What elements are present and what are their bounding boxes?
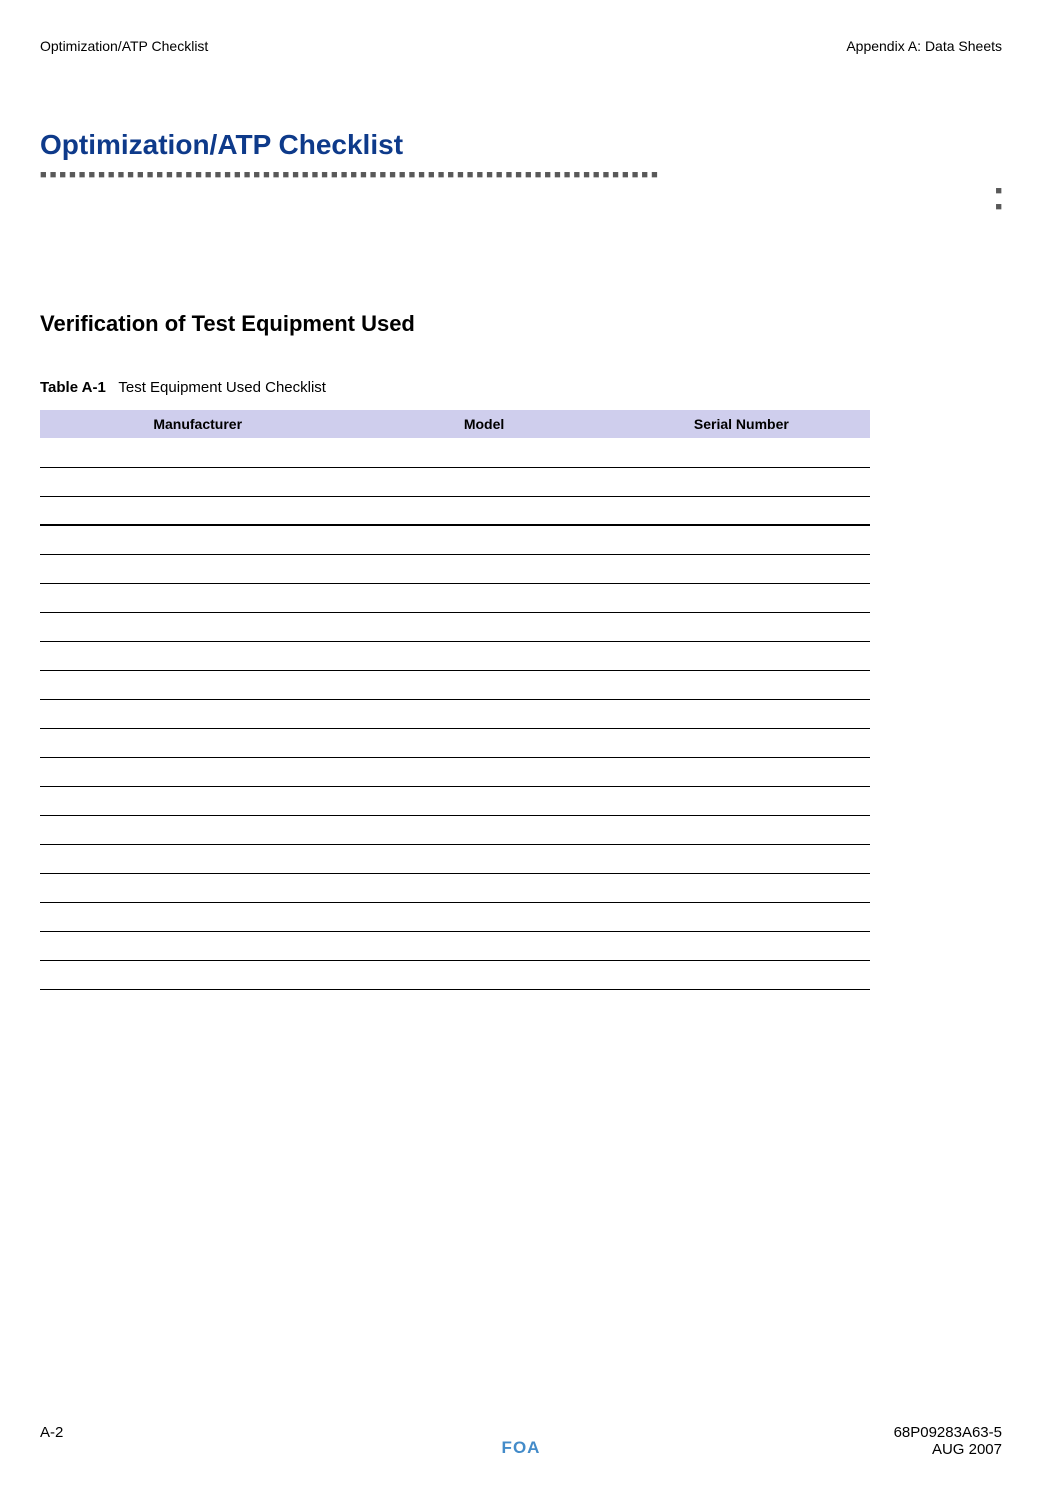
table-row (40, 467, 870, 496)
table-body (40, 438, 870, 989)
footer-page-number: A-2 (40, 1424, 63, 1441)
section-title: Verification of Test Equipment Used (40, 311, 1002, 337)
col-header-serial: Serial Number (613, 410, 870, 438)
table-row (40, 583, 870, 612)
header-left: Optimization/ATP Checklist (40, 38, 208, 54)
table-row (40, 844, 870, 873)
table-caption-label: Table A-1 (40, 379, 106, 396)
dot-row-1: ■ ■ ■ ■ ■ ■ ■ ■ ■ ■ ■ ■ ■ ■ ■ ■ ■ ■ ■ ■ … (40, 169, 1002, 181)
table-row (40, 815, 870, 844)
footer-row-2: FOA AUG 2007 (40, 1441, 1002, 1458)
table-header-row: Manufacturer Model Serial Number (40, 410, 870, 438)
footer-center-mark: FOA (502, 1438, 541, 1458)
table-row (40, 786, 870, 815)
main-title: Optimization/ATP Checklist (40, 129, 1002, 161)
dotted-separator: ■ ■ ■ ■ ■ ■ ■ ■ ■ ■ ■ ■ ■ ■ ■ ■ ■ ■ ■ ■ … (40, 169, 1002, 211)
table-row (40, 641, 870, 670)
table-caption: Table A-1 Test Equipment Used Checklist (40, 379, 1002, 396)
table-row (40, 699, 870, 728)
table-row (40, 670, 870, 699)
checklist-table: Manufacturer Model Serial Number (40, 410, 870, 990)
dot-end-1: ■ (995, 185, 1002, 197)
table-row (40, 931, 870, 960)
table-caption-text: Test Equipment Used Checklist (118, 379, 326, 396)
col-header-model: Model (355, 410, 612, 438)
footer-date: AUG 2007 (932, 1441, 1002, 1458)
table-row (40, 902, 870, 931)
table-row (40, 496, 870, 525)
header-right: Appendix A: Data Sheets (846, 38, 1002, 54)
table-row (40, 757, 870, 786)
table-row (40, 554, 870, 583)
dot-end-2: ■ (995, 201, 1002, 213)
page-header: Optimization/ATP Checklist Appendix A: D… (40, 38, 1002, 54)
table-row (40, 438, 870, 467)
col-header-manufacturer: Manufacturer (40, 410, 355, 438)
footer-doc-number: 68P09283A63-5 (894, 1424, 1002, 1441)
table-row (40, 873, 870, 902)
table-row (40, 728, 870, 757)
table-row (40, 960, 870, 989)
table-row (40, 525, 870, 554)
table-row (40, 612, 870, 641)
page-footer: A-2 68P09283A63-5 FOA AUG 2007 (40, 1424, 1002, 1458)
